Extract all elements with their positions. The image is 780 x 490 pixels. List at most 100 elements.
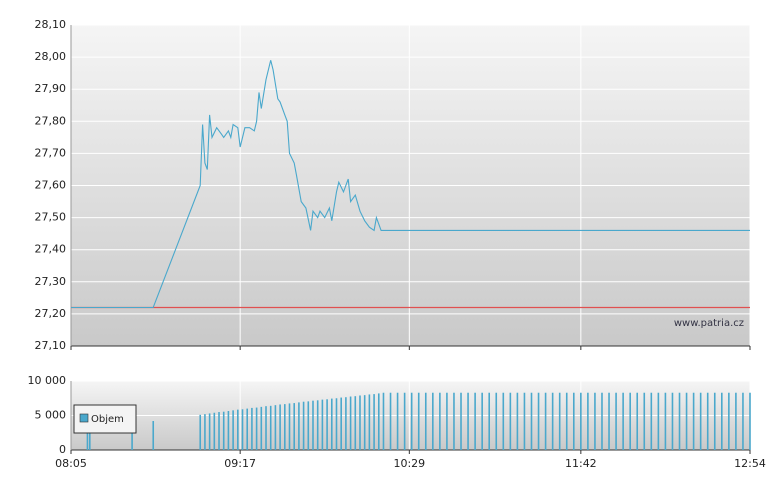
y-tick-label: 27,60 — [35, 179, 67, 192]
volume-bar — [88, 420, 91, 450]
y-tick-label: 5 000 — [35, 409, 67, 422]
volume-bar — [227, 411, 230, 450]
volume-bar — [417, 392, 420, 450]
volume-bar — [692, 392, 695, 450]
volume-bar — [558, 392, 561, 450]
volume-bar — [213, 412, 216, 450]
volume-bar — [432, 392, 434, 450]
price-line — [71, 60, 750, 309]
x-tick-label: 08:05 — [55, 457, 87, 470]
volume-bar — [232, 410, 234, 450]
volume-bar — [608, 392, 610, 450]
volume-bar — [439, 392, 441, 450]
volume-bar — [218, 412, 220, 450]
volume-bar — [354, 396, 357, 450]
volume-bar — [488, 392, 491, 450]
volume-bar — [742, 392, 744, 450]
volume-bar — [330, 398, 333, 450]
volume-bar — [335, 398, 338, 450]
volume-bar — [241, 409, 244, 450]
volume-bar — [502, 392, 505, 450]
volume-bar — [622, 392, 624, 450]
volume-bar — [359, 395, 361, 450]
volume-bar — [699, 392, 702, 450]
volume-bar — [749, 392, 751, 450]
volume-bar — [86, 420, 89, 450]
volume-bar — [636, 392, 639, 450]
volume-bar — [389, 392, 392, 450]
volume-bar — [460, 392, 462, 450]
x-tick-label: 11:42 — [565, 457, 597, 470]
y-tick-label: 10 000 — [28, 374, 67, 387]
volume-bar — [382, 392, 385, 450]
volume-bar — [706, 392, 709, 450]
volume-bar — [312, 400, 314, 450]
volume-bar — [537, 392, 540, 450]
volume-bar — [396, 392, 399, 450]
volume-bar — [255, 407, 258, 450]
volume-bar — [594, 392, 596, 450]
volume-bar — [467, 392, 469, 450]
volume-bar — [643, 392, 646, 450]
volume-bar — [363, 395, 366, 450]
volume-bar — [481, 392, 483, 450]
volume-bar — [316, 400, 319, 450]
volume-bar — [274, 405, 277, 450]
legend: Objem — [73, 404, 137, 434]
y-tick-label: 0 — [59, 443, 66, 456]
volume-bar — [131, 421, 133, 450]
y-tick-label: 27,80 — [35, 114, 67, 127]
volume-bar — [728, 392, 730, 450]
volume-bar — [345, 397, 347, 450]
y-tick-label: 27,90 — [35, 82, 67, 95]
y-tick-label: 27,10 — [35, 339, 67, 352]
volume-bar — [326, 399, 328, 450]
volume-bar — [302, 401, 305, 450]
legend-label: Objem — [91, 414, 124, 425]
volume-bar — [377, 393, 380, 450]
volume-bar — [601, 392, 603, 450]
volume-bar — [265, 406, 267, 450]
volume-bar — [685, 392, 688, 450]
volume-bar — [551, 392, 554, 450]
volume-bar — [152, 421, 155, 450]
volume-bar — [237, 409, 239, 450]
volume-bar — [587, 392, 589, 450]
volume-bar — [530, 392, 533, 450]
volume-bar — [629, 392, 631, 450]
x-tick-label: 10:29 — [393, 457, 425, 470]
volume-bar — [199, 414, 202, 450]
volume-bar — [279, 404, 281, 450]
volume-bar — [565, 392, 568, 450]
volume-bar — [349, 396, 352, 450]
watermark: www.patria.cz — [674, 318, 744, 329]
y-tick-label: 27,20 — [35, 307, 67, 320]
volume-bar — [222, 411, 225, 450]
volume-bar — [650, 392, 653, 450]
legend-swatch — [79, 413, 89, 423]
volume-bar — [204, 414, 206, 450]
volume-bar — [721, 392, 723, 450]
volume-bar — [321, 399, 324, 450]
y-tick-label: 27,40 — [35, 243, 67, 256]
volume-bar — [474, 392, 476, 450]
volume-bar — [298, 402, 300, 450]
volume-bar — [671, 392, 674, 450]
y-tick-label: 27,70 — [35, 146, 67, 159]
volume-bar — [246, 408, 249, 450]
volume-bar — [373, 394, 375, 450]
volume-bar — [424, 392, 427, 450]
volume-bar — [288, 403, 291, 450]
volume-bar — [307, 401, 310, 450]
volume-bar — [713, 392, 716, 450]
volume-bar — [523, 392, 526, 450]
volume-bar — [293, 403, 296, 450]
volume-bar — [580, 392, 582, 450]
volume-bar — [368, 394, 371, 450]
y-tick-label: 27,30 — [35, 275, 67, 288]
volume-bar — [678, 392, 681, 450]
volume-bar — [516, 392, 519, 450]
y-tick-label: 27,50 — [35, 211, 67, 224]
volume-bar — [251, 407, 253, 450]
